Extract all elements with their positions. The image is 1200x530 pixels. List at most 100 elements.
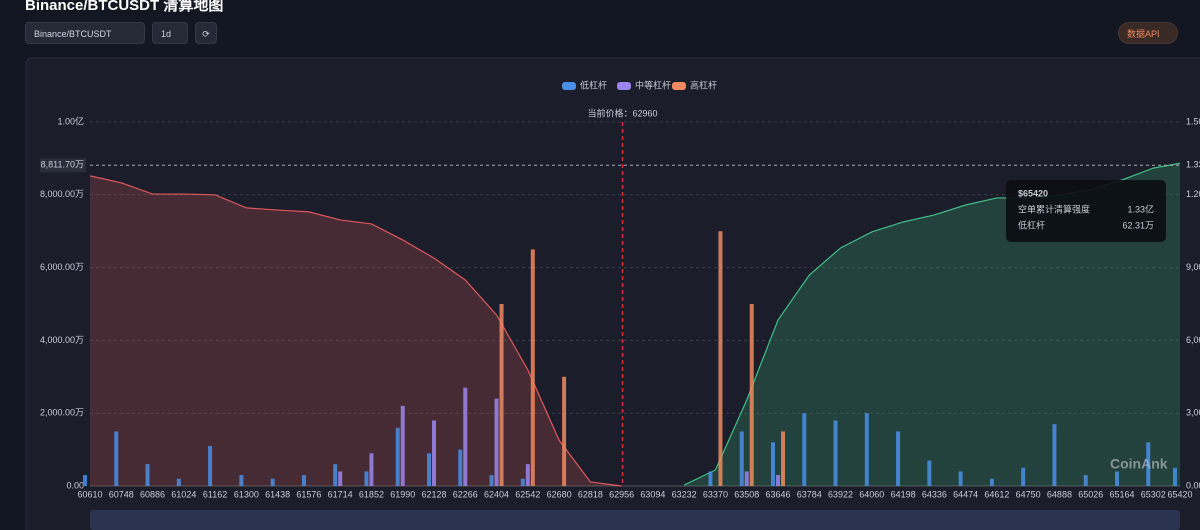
x-tick-label: 65302	[1141, 489, 1166, 499]
x-tick-label: 63094	[640, 489, 665, 499]
refresh-button[interactable]: ⟳	[195, 22, 217, 44]
x-tick-label: 64336	[922, 489, 947, 499]
x-tick-label: 62956	[609, 489, 634, 499]
bar	[426, 453, 431, 486]
x-tick-label: 61714	[328, 489, 353, 499]
x-tick-label: 62542	[515, 489, 540, 499]
bar	[744, 471, 749, 486]
bar	[400, 405, 405, 486]
page-title: Binance/BTCUSDT 清算地图	[25, 0, 224, 14]
x-tick-label: 61300	[234, 489, 259, 499]
zoom-slider[interactable]	[90, 510, 1180, 530]
bar	[775, 475, 780, 486]
bar	[208, 445, 213, 486]
x-tick-label: 63784	[797, 489, 822, 499]
y-tick-label: 2,000.00万	[40, 408, 84, 418]
bar	[770, 442, 775, 486]
bar	[802, 413, 807, 486]
x-tick-label: 61576	[296, 489, 321, 499]
bar	[364, 471, 369, 486]
crosshair-tag	[40, 158, 86, 173]
x-tick-label: 63370	[703, 489, 728, 499]
x-tick-label: 63232	[672, 489, 697, 499]
watermark: CoinAnk	[1110, 456, 1168, 472]
x-tick-label: 63646	[765, 489, 790, 499]
bar	[1021, 467, 1026, 486]
tooltip	[1006, 180, 1166, 242]
x-tick-label: 60886	[140, 489, 165, 499]
y2-tick-label: 3,00	[1186, 408, 1200, 418]
interval-select[interactable]: 1d	[152, 22, 188, 44]
bar	[1173, 467, 1177, 486]
tooltip-key: 空单累计清算强度	[1018, 203, 1090, 214]
y-tick-label: 6,000.00万	[40, 262, 84, 272]
current-price-label: 当前价格：62960	[588, 107, 658, 118]
bar	[525, 464, 530, 486]
x-tick-label: 61024	[171, 489, 196, 499]
y2-tick-label: 1.20	[1186, 189, 1200, 199]
bar	[145, 464, 150, 486]
x-tick-label: 60610	[77, 489, 102, 499]
x-tick-label: 61438	[265, 489, 290, 499]
y2-tick-label: 6,00	[1186, 335, 1200, 345]
bar	[1114, 471, 1119, 486]
bar	[494, 398, 499, 486]
bar	[431, 420, 436, 486]
bar	[395, 427, 400, 486]
bar	[270, 478, 275, 486]
bar	[1083, 475, 1088, 486]
y-tick-label: 8,000.00万	[40, 189, 84, 199]
x-tick-label: 62818	[578, 489, 603, 499]
bar	[333, 464, 338, 486]
x-tick-label: 62128	[421, 489, 446, 499]
x-tick-label: 60748	[109, 489, 134, 499]
bar	[458, 449, 463, 486]
bar	[1052, 424, 1057, 486]
x-tick-label: 61162	[203, 489, 227, 499]
x-tick-label: 62266	[453, 489, 478, 499]
bar	[499, 304, 504, 486]
bar	[520, 478, 525, 486]
x-tick-label: 64474	[953, 489, 978, 499]
x-tick-label: 61852	[359, 489, 384, 499]
bar	[369, 453, 374, 486]
bar	[301, 475, 306, 486]
bar	[958, 471, 963, 486]
x-tick-label: 64612	[984, 489, 1009, 499]
x-tick-label: 63508	[734, 489, 759, 499]
legend-label: 低杠杆	[580, 79, 607, 90]
bar	[463, 387, 468, 486]
y2-tick-label: 1.50	[1186, 116, 1200, 126]
api-button[interactable]: 数据API	[1118, 22, 1178, 44]
x-tick-label: 64888	[1047, 489, 1072, 499]
bar	[749, 304, 754, 486]
panel	[25, 57, 1200, 530]
exchange-select[interactable]: Binance/BTCUSDT	[25, 22, 145, 44]
legend-swatch	[617, 82, 631, 90]
x-tick-label: 62404	[484, 489, 509, 499]
bar	[927, 460, 932, 486]
bar	[864, 413, 869, 486]
bar	[239, 475, 244, 486]
y-tick-label: 1.00亿	[57, 115, 84, 126]
bar	[114, 431, 119, 486]
legend-swatch	[562, 82, 576, 90]
crosshair-label: 8,811.70万	[41, 160, 84, 170]
bar	[896, 431, 901, 486]
x-tick-label: 61990	[390, 489, 415, 499]
tooltip-key: 低杠杆	[1018, 219, 1045, 230]
x-tick-label: 65026	[1078, 489, 1103, 499]
x-tick-label: 64750	[1016, 489, 1041, 499]
bar	[489, 475, 494, 486]
y2-tick-label: 9,00	[1186, 262, 1200, 272]
bar	[833, 420, 838, 486]
bar	[83, 475, 87, 486]
legend-label: 中等杠杆	[635, 79, 671, 90]
bar	[338, 471, 343, 486]
bar	[708, 471, 713, 486]
x-tick-label: 63922	[828, 489, 853, 499]
tooltip-title: $65420	[1018, 188, 1048, 198]
bar	[176, 478, 181, 486]
